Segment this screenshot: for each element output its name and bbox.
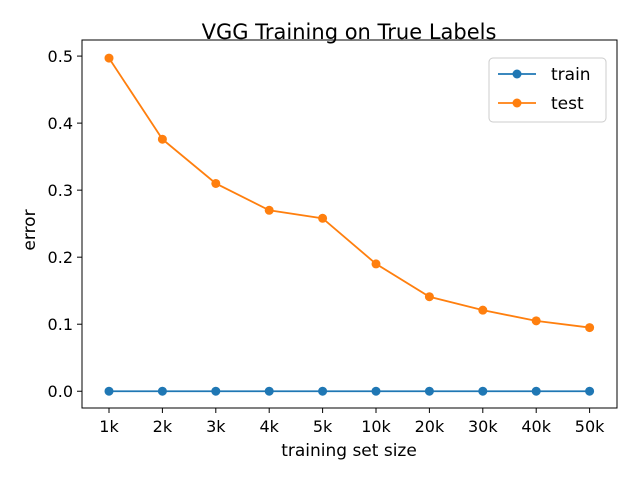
y-tick-label: 0.1 (48, 315, 73, 334)
legend: train test (488, 57, 607, 123)
y-tick-label: 0.3 (48, 181, 73, 200)
data-point-train (211, 386, 221, 396)
data-point-train (531, 386, 541, 396)
data-point-test (211, 178, 221, 188)
data-point-test (264, 205, 274, 215)
y-tick-label: 0.2 (48, 248, 73, 267)
x-tick-label: 40k (521, 417, 551, 436)
x-tick-label: 30k (468, 417, 498, 436)
series-line-test (108, 57, 590, 329)
data-point-train (424, 386, 434, 396)
x-ticks: 1k 2k 3k 4k 5k 10k 20k 30k 40k 50k (99, 408, 605, 436)
x-tick-label: 1k (99, 417, 119, 436)
data-point-test (104, 53, 114, 63)
x-tick-label: 2k (153, 417, 173, 436)
legend-items: train test (498, 65, 591, 114)
x-tick-label: 20k (415, 417, 445, 436)
y-axis-label: error (20, 209, 40, 250)
data-point-test (585, 323, 595, 333)
data-point-test (424, 292, 434, 302)
y-tick-label: 0.5 (48, 47, 73, 66)
data-point-train (157, 386, 167, 396)
data-point-train (478, 386, 488, 396)
legend-marker-test (512, 98, 522, 108)
legend-label-train: train (551, 65, 591, 85)
plot-frame (81, 39, 618, 409)
x-tick-label: 10k (361, 417, 391, 436)
data-point-test (371, 259, 381, 269)
legend-marker-train (512, 69, 522, 79)
data-point-test (531, 316, 541, 326)
data-point-train (104, 386, 114, 396)
x-tick-label: 5k (313, 417, 333, 436)
data-point-test (157, 134, 167, 144)
x-tick-label: 50k (575, 417, 605, 436)
x-axis-label: training set size (281, 441, 417, 461)
x-tick-label: 3k (206, 417, 226, 436)
legend-label-test: test (551, 94, 584, 114)
data-point-test (318, 213, 328, 223)
y-tick-label: 0.4 (48, 114, 73, 133)
data-point-train (585, 386, 595, 396)
data-point-train (264, 386, 274, 396)
x-tick-label: 4k (259, 417, 279, 436)
y-tick-label: 0.0 (48, 382, 73, 401)
data-point-test (478, 305, 488, 315)
data-point-train (318, 386, 328, 396)
y-ticks: 0.0 0.1 0.2 0.3 0.4 0.5 (48, 47, 82, 401)
data-point-train (371, 386, 381, 396)
series-group (104, 53, 595, 396)
